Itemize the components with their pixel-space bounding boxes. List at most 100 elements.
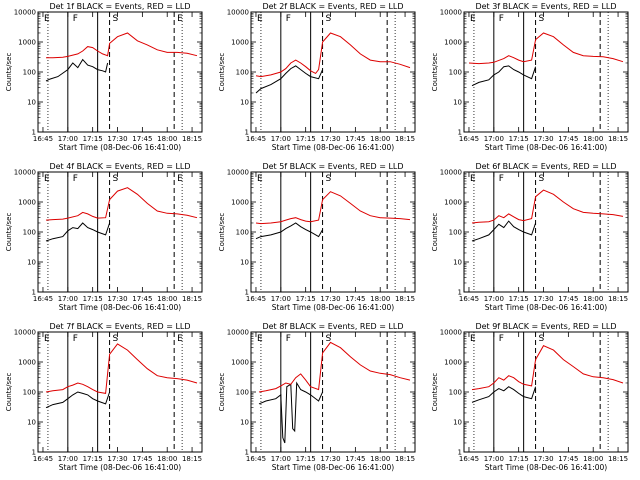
interval-letter: S <box>326 174 332 184</box>
x-tick-label: 18:15 <box>395 135 415 143</box>
plot-area <box>45 332 198 452</box>
x-tick-label: 17:30 <box>107 455 127 463</box>
x-tick-label: 16:45 <box>246 135 266 143</box>
events-series-line <box>45 222 111 242</box>
plot-frame <box>37 171 203 293</box>
interval-letter: F <box>499 334 504 344</box>
x-tick-label: 17:00 <box>58 295 78 303</box>
y-tick-label: 1000 <box>231 359 249 367</box>
y-axis-label: Counts/sec <box>431 53 439 92</box>
lld-series-line <box>468 32 624 65</box>
y-tick-label: 10000 <box>14 329 36 337</box>
y-tick-label: 100 <box>23 229 36 237</box>
x-tick-label: 17:45 <box>132 295 152 303</box>
plot-frame <box>37 11 203 133</box>
y-tick-label: 10000 <box>227 169 249 177</box>
lld-series-line <box>45 343 198 394</box>
y-axis-label: Counts/sec <box>431 213 439 252</box>
x-tick-label: 17:00 <box>271 135 291 143</box>
y-tick-label: 1000 <box>231 39 249 47</box>
x-tick-label: 17:00 <box>271 455 291 463</box>
chart-title: Det 2f BLACK = Events, RED = LLD <box>262 2 403 11</box>
x-tick-label: 18:00 <box>370 295 390 303</box>
x-tick-label: 17:00 <box>484 295 504 303</box>
x-tick-label: 18:00 <box>370 135 390 143</box>
x-tick-label: 17:00 <box>58 455 78 463</box>
interval-letter: E <box>470 334 476 344</box>
x-tick-label: 16:45 <box>33 455 53 463</box>
y-tick-label: 10000 <box>227 9 249 17</box>
chart-title: Det 6f BLACK = Events, RED = LLD <box>475 162 616 171</box>
y-tick-label: 1 <box>245 449 249 457</box>
x-axis-label: Start Time (08-Dec-06 16:41:00) <box>59 463 181 472</box>
x-tick-label: 17:15 <box>296 455 316 463</box>
interval-letter: S <box>326 14 332 24</box>
interval-letter: E <box>470 174 476 184</box>
chart-panel-2: Det 2f BLACK = Events, RED = LLD Counts/s… <box>218 2 416 152</box>
x-tick-label: 16:45 <box>459 295 479 303</box>
plot-frame <box>250 171 416 293</box>
interval-letter: F <box>499 14 504 24</box>
chart-panel-9: Det 9f BLACK = Events, RED = LLD Counts/s… <box>431 322 629 472</box>
y-tick-label: 10 <box>27 259 36 267</box>
interval-letter: E <box>44 14 50 24</box>
y-tick-label: 10 <box>27 419 36 427</box>
x-tick-label: 17:30 <box>533 455 553 463</box>
lld-series-line <box>471 189 624 224</box>
y-axis-label: Counts/sec <box>218 53 226 92</box>
y-tick-label: 100 <box>236 69 249 77</box>
y-tick-label: 10 <box>27 99 36 107</box>
x-tick-label: 17:45 <box>132 455 152 463</box>
x-tick-label: 16:45 <box>246 455 266 463</box>
x-tick-label: 17:30 <box>533 295 553 303</box>
y-tick-label: 10000 <box>14 9 36 17</box>
y-axis-label: Counts/sec <box>5 53 13 92</box>
interval-letter: E <box>470 14 476 24</box>
interval-letter: S <box>113 14 119 24</box>
lld-series-line <box>255 191 411 225</box>
y-tick-label: 1000 <box>231 199 249 207</box>
y-tick-label: 10000 <box>440 9 462 17</box>
interval-letter: S <box>539 174 545 184</box>
y-tick-label: 10000 <box>227 329 249 337</box>
chart-panel-6: Det 6f BLACK = Events, RED = LLD Counts/s… <box>431 162 629 312</box>
y-tick-label: 1 <box>32 449 36 457</box>
y-tick-label: 1 <box>458 449 462 457</box>
x-tick-label: 18:00 <box>583 455 603 463</box>
interval-letter: F <box>73 334 78 344</box>
plot-area <box>45 172 198 292</box>
x-tick-label: 17:15 <box>296 135 316 143</box>
x-tick-label: 18:15 <box>395 455 415 463</box>
plot-frame <box>463 11 629 133</box>
events-series-line <box>258 381 324 444</box>
y-tick-label: 100 <box>236 229 249 237</box>
x-tick-label: 17:30 <box>320 295 340 303</box>
x-axis-label: Start Time (08-Dec-06 16:41:00) <box>272 143 394 152</box>
x-tick-label: 17:30 <box>533 135 553 143</box>
chart-title: Det 8f BLACK = Events, RED = LLD <box>262 322 403 331</box>
chart-title: Det 7f BLACK = Events, RED = LLD <box>49 322 190 331</box>
interval-letter: F <box>499 174 504 184</box>
y-tick-label: 1 <box>245 289 249 297</box>
x-tick-label: 18:15 <box>182 455 202 463</box>
events-series-line <box>471 386 537 403</box>
x-tick-label: 16:45 <box>33 135 53 143</box>
lld-series-line <box>255 32 411 78</box>
x-axis-label: Start Time (08-Dec-06 16:41:00) <box>485 143 607 152</box>
chart-title: Det 3f BLACK = Events, RED = LLD <box>475 2 616 11</box>
y-axis-label: Counts/sec <box>431 373 439 412</box>
chart-panel-5: Det 5f BLACK = Events, RED = LLD Counts/s… <box>218 162 416 312</box>
y-tick-label: 10 <box>453 419 462 427</box>
x-tick-label: 17:30 <box>107 135 127 143</box>
x-tick-label: 17:30 <box>107 295 127 303</box>
chart-panel-3: Det 3f BLACK = Events, RED = LLD Counts/s… <box>431 2 629 152</box>
x-tick-label: 18:15 <box>182 295 202 303</box>
y-tick-label: 10000 <box>440 329 462 337</box>
y-tick-label: 100 <box>236 389 249 397</box>
chart-title: Det 4f BLACK = Events, RED = LLD <box>49 162 190 171</box>
x-tick-label: 18:15 <box>608 455 628 463</box>
plot-area <box>45 12 198 132</box>
y-tick-label: 10 <box>453 99 462 107</box>
x-tick-label: 17:45 <box>345 295 365 303</box>
y-axis-label: Counts/sec <box>5 373 13 412</box>
